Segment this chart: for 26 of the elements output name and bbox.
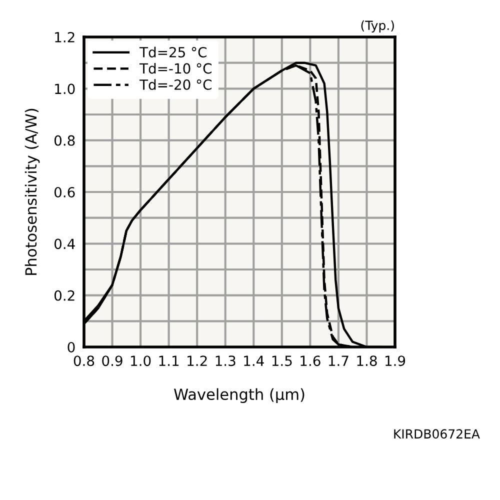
- x-tick-label: 1.7: [328, 356, 348, 366]
- x-tick-label: 1.6: [300, 356, 320, 366]
- legend-label: Td=25 °C: [140, 46, 206, 58]
- x-axis-title: Wavelength (µm): [174, 388, 304, 404]
- x-tick-label: 1.8: [357, 356, 377, 366]
- y-tick-label: 0.6: [54, 186, 75, 198]
- legend-label: Td=-20 °C: [140, 79, 212, 90]
- x-tick-label: 0.9: [102, 356, 122, 366]
- x-tick-label: 0.8: [74, 356, 94, 366]
- y-tick-label: 1.2: [55, 32, 74, 42]
- text: KIRDB0672EA: [394, 429, 480, 439]
- x-tick-label: 1.5: [272, 356, 292, 366]
- y-tick-label: 0.4: [54, 238, 75, 250]
- y-tick-label: 0: [68, 342, 75, 352]
- y-axis-title: Photosensitivity (A/W): [24, 108, 40, 275]
- text: (Typ.): [361, 20, 394, 32]
- x-tick-label: 1.4: [244, 356, 264, 366]
- x-tick-label: 1.0: [131, 356, 151, 366]
- x-tick-label: 1.3: [216, 356, 236, 366]
- y-tick-label: 0.8: [54, 135, 75, 146]
- y-tick-label: 1.0: [55, 84, 75, 94]
- x-tick-label: 1.9: [385, 356, 406, 366]
- legend-label: Td=-10 °C: [140, 62, 212, 74]
- x-tick-label: 1.1: [159, 356, 179, 366]
- y-tick-label: 0.2: [54, 290, 74, 301]
- x-tick-label: 1.2: [188, 356, 207, 366]
